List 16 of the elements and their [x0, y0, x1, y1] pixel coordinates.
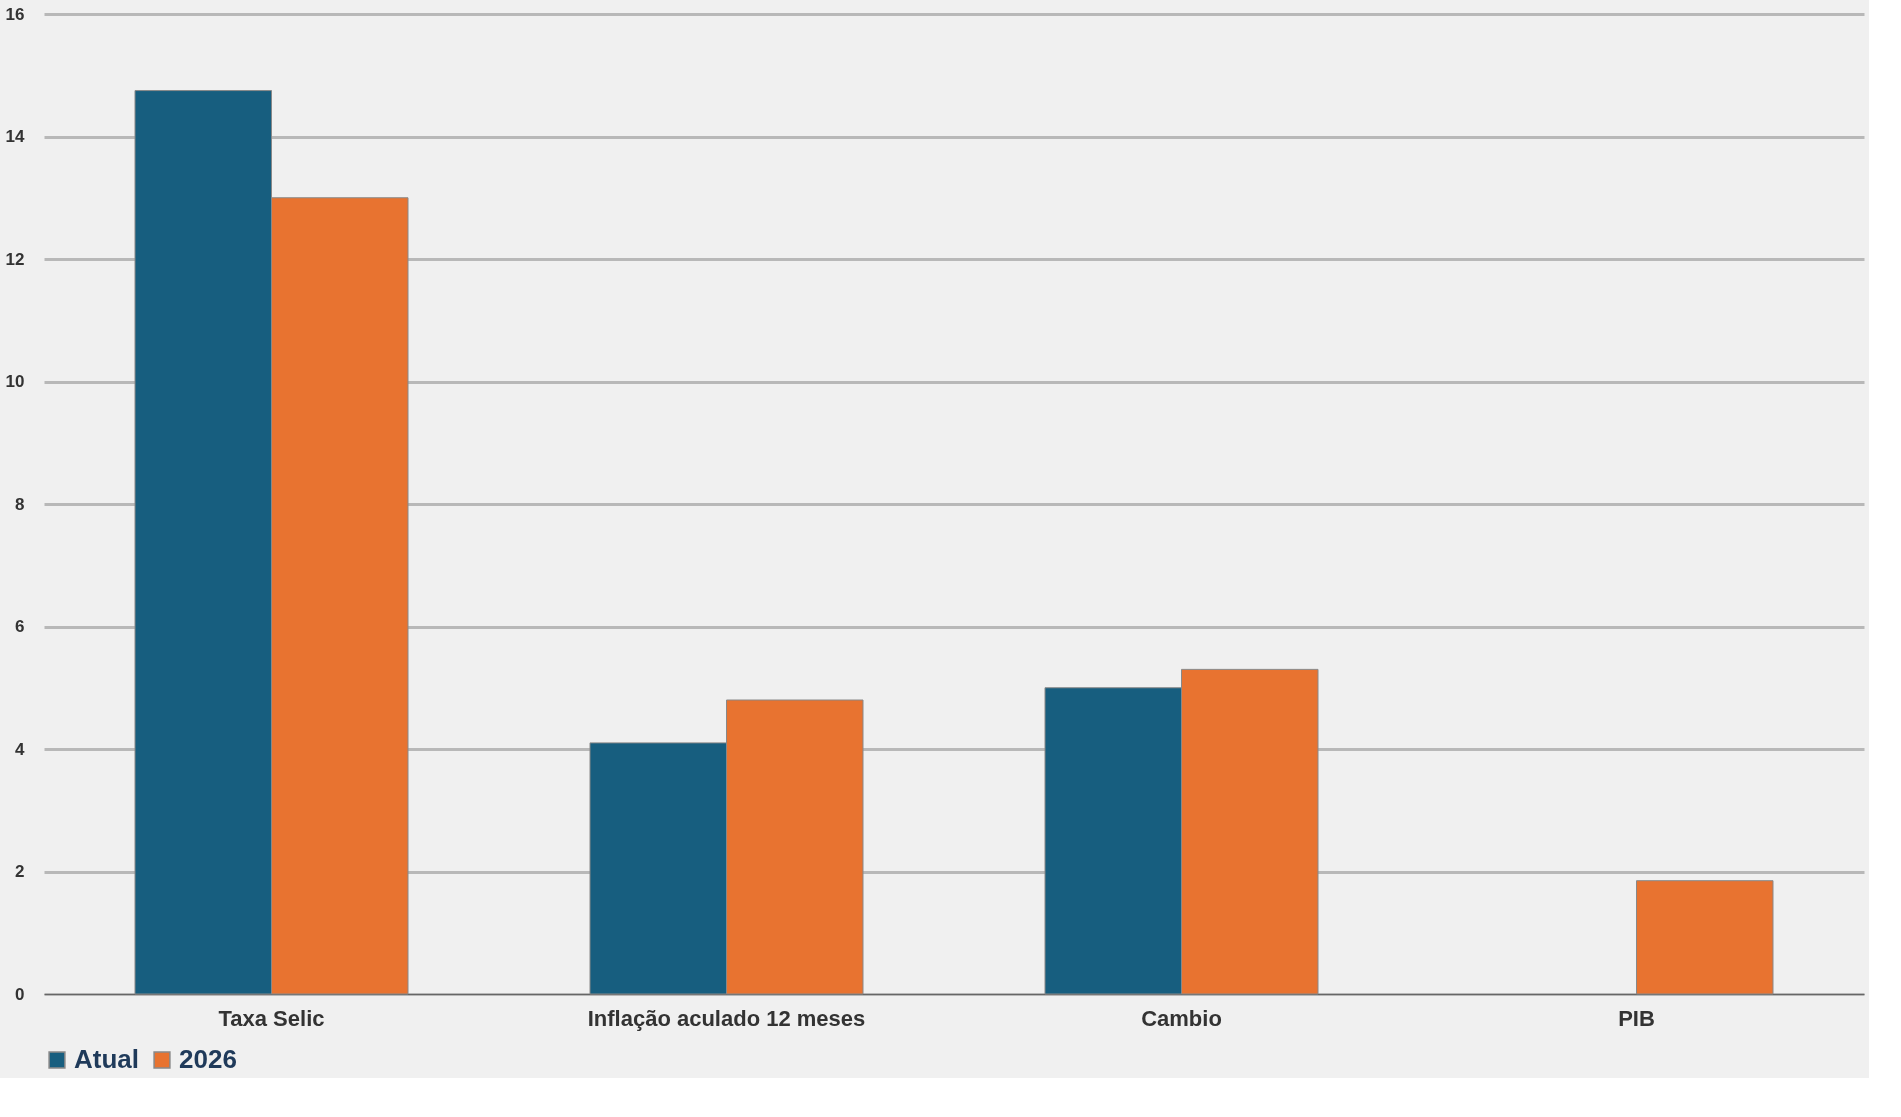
y-tick-label: 0 [15, 984, 25, 1004]
y-tick-label: 10 [5, 372, 25, 391]
bar [1636, 880, 1774, 995]
x-tick-label: Cambio [1141, 1005, 1222, 1031]
y-tick-label: 4 [15, 739, 26, 759]
legend-label: 2026 [179, 1044, 237, 1074]
y-tick-label: 2 [15, 862, 25, 881]
x-tick-label: Inflação aculado 12 meses [587, 1005, 866, 1031]
y-tick-label: 16 [5, 4, 25, 24]
x-tick-label: Taxa Selic [218, 1005, 325, 1031]
y-tick-label: 12 [5, 249, 25, 269]
x-tick-label: PIB [1618, 1005, 1655, 1031]
y-tick-label: 6 [15, 617, 25, 636]
legend-label: Atual [74, 1044, 139, 1074]
y-tick-label: 8 [15, 494, 25, 514]
y-tick-label: 14 [5, 127, 26, 146]
